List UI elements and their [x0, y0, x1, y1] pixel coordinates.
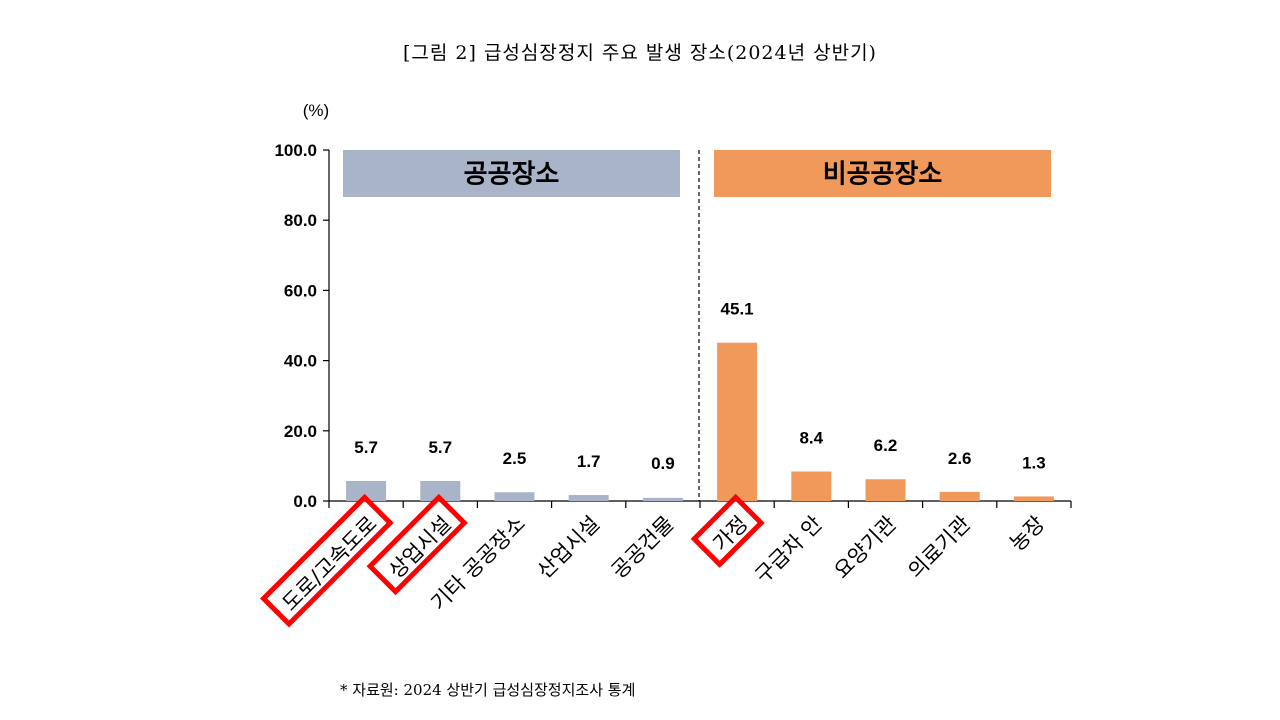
bar [494, 492, 535, 501]
category-label: 공공건물 [607, 512, 679, 584]
source-note: * 자료원: 2024 상반기 급성심장정지조사 통계 [340, 681, 636, 699]
category-label: 의료기관 [904, 512, 976, 584]
bar [420, 480, 461, 501]
group-header-label: 비공공장소 [823, 160, 943, 190]
data-label: 8.4 [799, 429, 823, 448]
category-label: 농장 [1005, 512, 1049, 556]
highlight-box [366, 493, 468, 596]
y-tick-label: 60.0 [284, 281, 317, 300]
y-tick-label: 80.0 [284, 211, 317, 230]
y-axis-unit-label: (%) [303, 101, 329, 120]
group-header-band [343, 150, 680, 197]
data-label: 0.9 [651, 454, 675, 473]
bar [346, 480, 387, 501]
y-tick-label: 20.0 [284, 422, 317, 441]
data-label: 2.5 [503, 449, 527, 468]
y-tick-label: 40.0 [284, 352, 317, 371]
bar [791, 471, 832, 501]
highlight-box [260, 493, 394, 628]
data-label: 5.7 [354, 438, 378, 457]
bar [865, 479, 906, 501]
category-label: 요양기관 [829, 512, 901, 584]
data-label: 2.6 [948, 449, 972, 468]
group-header-band [714, 150, 1051, 197]
bar [717, 342, 758, 501]
bar [939, 491, 980, 501]
y-tick-label: 0.0 [293, 492, 317, 511]
bar [568, 495, 609, 501]
category-label: 상업시설 [384, 512, 456, 584]
highlight-box [690, 493, 765, 568]
category-label: 산업시설 [533, 512, 605, 584]
data-label: 1.7 [577, 452, 601, 471]
group-header-label: 공공장소 [464, 160, 560, 190]
data-label: 45.1 [721, 300, 754, 319]
bar [642, 497, 683, 501]
chart-title: [그림 2] 급성심장정지 주요 발생 장소(2024년 상반기) [403, 42, 877, 64]
data-label: 5.7 [428, 438, 452, 457]
data-label: 6.2 [874, 436, 898, 455]
bar [1013, 496, 1054, 501]
y-tick-label: 100.0 [274, 141, 317, 160]
category-label: 도로/고속도로 [278, 512, 382, 616]
data-label: 1.3 [1022, 453, 1046, 472]
